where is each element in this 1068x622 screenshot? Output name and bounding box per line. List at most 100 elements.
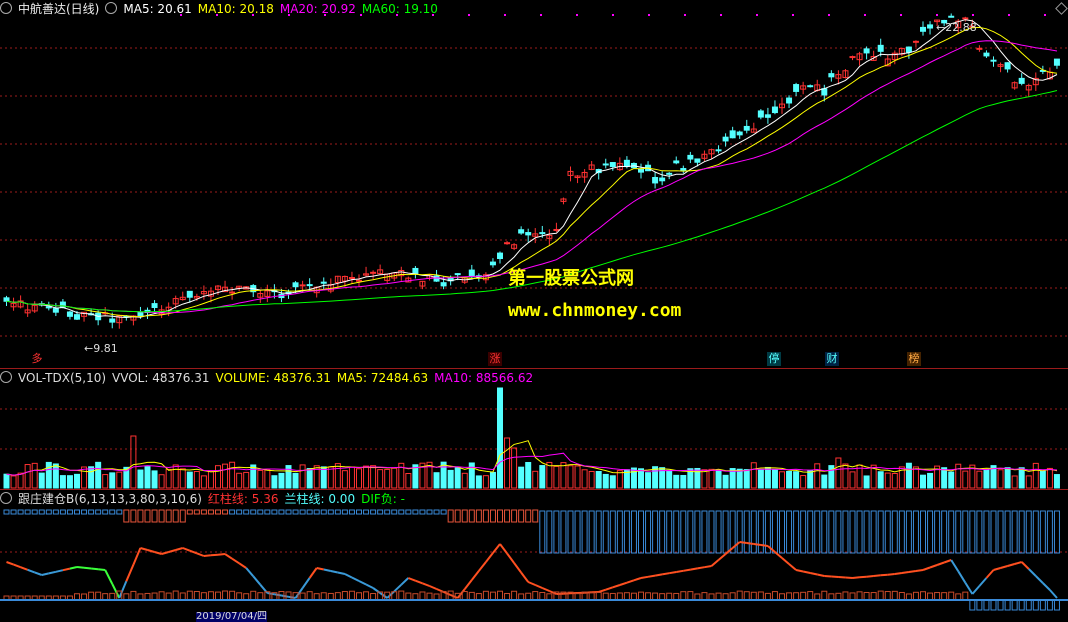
candle-body (639, 169, 644, 172)
volume-bar (462, 473, 467, 488)
volume-bar (984, 470, 989, 488)
strip-bar (392, 510, 397, 514)
blue-column-bar (751, 511, 756, 553)
strip-bar (173, 510, 178, 522)
candle-body (864, 49, 869, 53)
indicator-line (91, 569, 98, 570)
volume-bar (822, 475, 827, 488)
bottom-bar (512, 591, 517, 600)
blue-column-bar (575, 511, 580, 553)
top-dot-marker (396, 14, 398, 16)
volume-bar (321, 467, 326, 488)
indicator-line (77, 567, 84, 568)
strip-bar (406, 510, 411, 514)
volume-chart[interactable] (0, 369, 1068, 489)
candle-body (928, 25, 933, 28)
blue-column-bar (878, 511, 883, 553)
volume-bar (610, 476, 615, 488)
blue-column-bar (984, 511, 989, 553)
strip-bar (138, 510, 143, 522)
bottom-bar (159, 592, 164, 600)
blue-column-bar (653, 511, 658, 553)
blue-column-bar (568, 511, 573, 553)
bottom-bar (427, 593, 432, 600)
indicator-line (70, 567, 77, 569)
bottom-bar (498, 591, 503, 600)
indicator-line (176, 548, 183, 550)
bottom-bar (850, 593, 855, 600)
indicator-line (331, 571, 338, 573)
volume-bar (490, 472, 495, 488)
blue-column-bar (892, 511, 897, 553)
candle-body (674, 161, 679, 163)
indicator-line (190, 551, 197, 554)
bottom-bar (321, 593, 326, 600)
candle-body (371, 272, 376, 273)
candle-body (307, 285, 312, 286)
volume-bar (1019, 468, 1024, 488)
bottom-bar (892, 591, 897, 600)
blue-column-bar (660, 511, 665, 553)
blue-column-bar (610, 511, 615, 553)
indicator-line (133, 548, 140, 565)
bottom-bar (977, 600, 982, 610)
volume-bar (540, 466, 545, 488)
bottom-bar (702, 593, 707, 600)
top-dot-marker (468, 14, 470, 16)
indicator-line (479, 562, 486, 571)
indicator-line (148, 550, 155, 552)
volume-bar (702, 470, 707, 488)
blue-column-bar (1054, 511, 1059, 553)
bottom-bar (1012, 600, 1017, 610)
strip-bar (187, 510, 192, 514)
candle-body (413, 268, 418, 273)
blue-column-bar (850, 511, 855, 553)
blue-column-bar (899, 511, 904, 553)
indicator-line (958, 571, 965, 582)
indicator-line (84, 568, 91, 569)
indicator-line (451, 595, 458, 598)
strip-bar (371, 510, 376, 514)
candle-body (716, 150, 721, 151)
candle-body (949, 16, 954, 17)
indicator-line (613, 585, 620, 587)
indicator-line (472, 571, 479, 580)
indicator-line (620, 583, 627, 585)
indicator-line (697, 567, 704, 568)
candle-body (991, 60, 996, 61)
bottom-bar (589, 593, 594, 600)
candle-body (906, 47, 911, 52)
candle-body (688, 155, 693, 159)
volume-bar (892, 473, 897, 488)
strip-bar (533, 510, 538, 522)
blue-column-bar (646, 511, 651, 553)
strip-bar (498, 510, 503, 522)
volume-bar (512, 448, 517, 488)
strip-bar (159, 510, 164, 522)
indicator-line (422, 583, 429, 586)
strip-bar (279, 510, 284, 514)
indicator-line (888, 574, 895, 575)
candle-body (794, 85, 799, 92)
top-dot-marker (720, 14, 722, 16)
indicator-chart[interactable] (0, 490, 1068, 618)
volume-bar (103, 475, 108, 488)
bottom-bar (921, 592, 926, 600)
volume-bar (75, 474, 80, 488)
event-tag-bang[interactable]: 榜 (907, 352, 921, 366)
strip-bar (11, 510, 16, 514)
event-tag-cai[interactable]: 财 (825, 352, 839, 366)
strip-bar (46, 510, 51, 514)
blue-column-bar (956, 511, 961, 553)
top-dot-marker (180, 14, 182, 16)
bottom-bar (843, 592, 848, 600)
event-tag-zhang[interactable]: 涨 (488, 352, 502, 366)
strip-bar (152, 510, 157, 522)
event-tag-duo[interactable]: 多 (30, 352, 44, 366)
bottom-bar (836, 593, 841, 600)
candle-body (490, 262, 495, 265)
event-tag-ting[interactable]: 停 (767, 352, 781, 366)
